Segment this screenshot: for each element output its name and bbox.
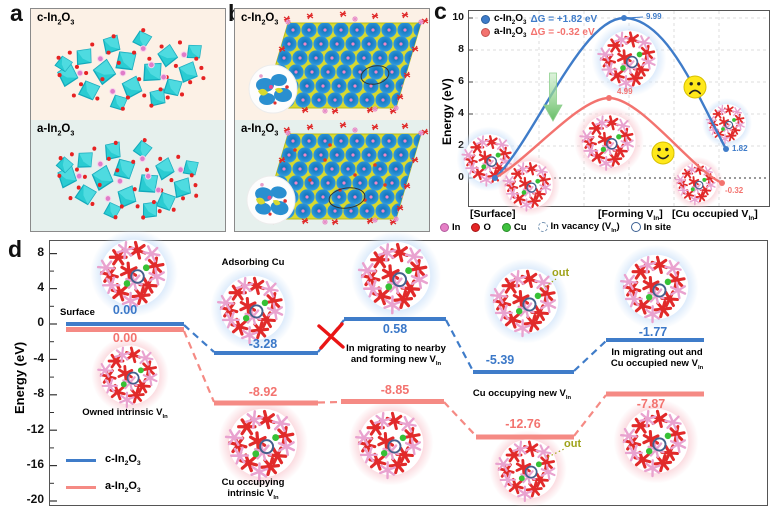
value-red-peak: 4.99 — [617, 87, 633, 96]
panel-d-letter: d — [8, 236, 23, 262]
panel-c-ytick-10: 10 — [452, 11, 464, 23]
panel-c-letter: c — [434, 0, 447, 24]
panel-c: Energy (eV) 10 8 6 4 2 0 — [438, 2, 774, 238]
panel-a-letter: a — [10, 0, 23, 26]
panel-c-ytick-4: 4 — [458, 107, 464, 119]
legend-dot-c-in2o3 — [481, 15, 490, 24]
panel-b-top-title: c-In2O3 — [241, 12, 279, 27]
value-red-cu-new: -12.76 — [505, 417, 541, 431]
charge-density-a-in2o3 — [242, 120, 428, 229]
atom-legend-o-label: O — [483, 221, 491, 233]
panel-a-bottom-title: a-In2O3 — [37, 123, 75, 138]
panel-b-crystalline: c-In2O3 — [235, 9, 429, 120]
cu-atom-icon — [501, 222, 511, 232]
panel-c-legend: c-In2O3 ΔG = +1.82 eV a-In2O3 ΔG = -0.32… — [481, 13, 597, 39]
charge-density-c-in2o3 — [248, 9, 428, 120]
atom-legend-site-label: In site — [643, 221, 672, 233]
panel-a-top-title: c-In2O3 — [37, 12, 75, 27]
panel-c-ytick-0: 0 — [458, 171, 464, 183]
panel-c-ytick-6: 6 — [458, 75, 464, 87]
atom-legend-in: In — [440, 222, 460, 233]
value-red-intermediate: -8.85 — [380, 383, 410, 397]
panel-d-legend-c-in2o3: c-In2O3 — [105, 453, 141, 468]
panel-d-ytick-m4: -4 — [33, 351, 44, 365]
panel-a-amorphous: a-In2O3 — [31, 120, 225, 231]
atom-legend: In O Cu In vacancy (VIn) In site — [440, 221, 774, 234]
panel-d-ytick-0: 0 — [37, 315, 44, 329]
atom-legend-cu: Cu — [501, 221, 527, 233]
value-blue-peak: 9.99 — [646, 12, 662, 21]
value-blue-adsorbed: -3.28 — [248, 337, 278, 351]
value-red-final: -7.87 — [636, 397, 666, 411]
label-surface: Surface — [60, 307, 95, 318]
panel-c-plot-area: c-In2O3 ΔG = +1.82 eV a-In2O3 ΔG = -0.32… — [468, 10, 770, 207]
panel-d-ytick-4: 4 — [37, 280, 44, 294]
legend-dg-a-in2o3: ΔG = -0.32 eV — [530, 27, 595, 38]
panel-c-xlabel-surface: [Surface] — [470, 208, 516, 220]
label-adsorbing-cu: Adsorbing Cu — [221, 257, 285, 268]
in-vacancy-icon — [537, 222, 548, 233]
legend-dot-a-in2o3 — [481, 28, 490, 37]
legend-line-a-in2o3 — [66, 485, 96, 490]
label-out-top: out — [552, 267, 570, 279]
panel-c-xlabel-forming-vin: [Forming VIn] — [598, 208, 663, 223]
panel-a: c-In2O3 a-In2O3 — [30, 8, 226, 232]
legend-line-c-in2o3 — [66, 458, 96, 463]
panel-d-legend-row-crystalline: c-In2O3 — [66, 447, 141, 474]
label-cu-occupying-new: Cu occupying new VIn — [472, 388, 572, 401]
panel-d-ytick-8: 8 — [37, 245, 44, 259]
panel-c-chart-canvas — [469, 11, 769, 206]
value-blue-end: 1.82 — [732, 144, 748, 153]
panel-d-legend-row-amorphous: a-In2O3 — [66, 474, 141, 501]
value-blue-final: -1.77 — [638, 325, 668, 339]
panel-c-legend-row-crystalline: c-In2O3 ΔG = +1.82 eV — [481, 13, 597, 26]
panel-d-chart-canvas — [50, 241, 704, 504]
label-in-migrating: In migrating to nearby and forming new VI… — [346, 343, 446, 367]
panel-b: c-In2O3 a-In2O3 — [234, 8, 430, 232]
panel-c-legend-row-amorphous: a-In2O3 ΔG = -0.32 eV — [481, 26, 597, 39]
label-owned-intrinsic-vin: Owned intrinsic VIn — [82, 407, 168, 420]
legend-name-a-in2o3: a-In2O3 — [494, 26, 527, 39]
atom-legend-cu-label: Cu — [513, 221, 527, 233]
panel-b-bottom-title: a-In2O3 — [241, 123, 279, 138]
panel-b-amorphous: a-In2O3 — [235, 120, 429, 231]
atom-legend-o: O — [471, 221, 491, 233]
label-in-migrating-out: In migrating out and Cu occupied new VIn — [610, 347, 704, 371]
panel-d-legend-a-in2o3: a-In2O3 — [105, 480, 141, 495]
value-blue-new-vin: -5.39 — [485, 353, 515, 367]
value-red-cu-intrinsic: -8.92 — [248, 385, 278, 399]
panel-d-plot-area: Surface 0.00 0.00 Owned intrinsic VIn Ad… — [49, 240, 768, 506]
value-red-surface: 0.00 — [112, 331, 138, 345]
panel-d-legend: c-In2O3 a-In2O3 — [66, 447, 141, 501]
legend-dg-c-in2o3: ΔG = +1.82 eV — [530, 14, 598, 25]
legend-name-c-in2o3: c-In2O3 — [494, 13, 527, 26]
atom-legend-in-label: In — [452, 221, 461, 233]
panel-c-xlabel-cu-occupied: [Cu occupied VIn] — [672, 208, 758, 223]
panel-a-crystalline: c-In2O3 — [31, 9, 225, 120]
panel-d-ytick-m20: -20 — [26, 492, 44, 506]
atom-legend-site: In site — [630, 221, 672, 233]
atom-legend-vacancy: In vacancy (VIn) — [537, 221, 620, 234]
value-blue-migrating: 0.58 — [382, 322, 408, 336]
label-out-bottom: out — [564, 438, 582, 450]
panel-d: d Energy (eV) 8 4 0 -4 -8 -12 -16 -20 — [0, 238, 774, 517]
value-red-end: -0.32 — [725, 186, 744, 195]
panel-c-ytick-8: 8 — [458, 43, 464, 55]
panel-d-ytick-m8: -8 — [33, 386, 44, 400]
label-cu-occupying-intrinsic: Cu occupying intrinsic VIn — [221, 477, 285, 501]
o-atom-icon — [471, 222, 481, 232]
atom-legend-vacancy-label: In vacancy (VIn) — [550, 221, 620, 234]
value-blue-surface: 0.00 — [112, 303, 138, 317]
panel-d-ytick-m16: -16 — [26, 457, 44, 471]
in-site-icon — [630, 222, 641, 233]
panel-d-ytick-m12: -12 — [26, 422, 44, 436]
in-atom-icon — [440, 222, 449, 232]
